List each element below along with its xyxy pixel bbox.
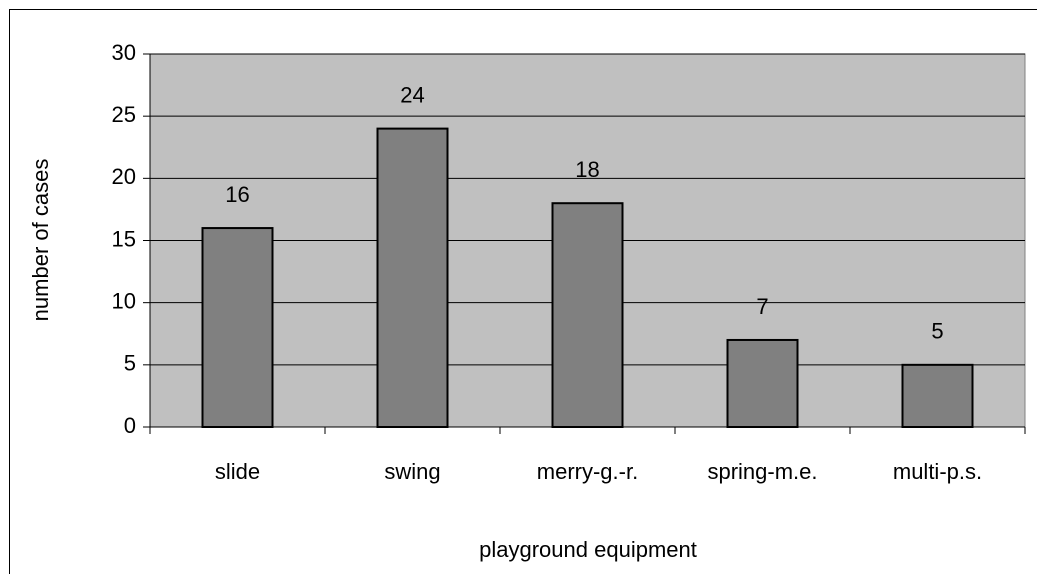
y-tick-label: 25	[112, 102, 136, 127]
y-tick-label: 10	[112, 288, 136, 313]
y-axis-title: number of cases	[28, 159, 53, 322]
bar	[201, 227, 274, 428]
data-label: 16	[225, 182, 249, 207]
data-label: 7	[756, 294, 768, 319]
x-tick-label: slide	[215, 459, 260, 484]
data-label: 18	[575, 157, 599, 182]
x-tick-label: multi-p.s.	[893, 459, 982, 484]
bar	[726, 338, 799, 429]
y-tick-label: 0	[124, 413, 136, 438]
y-tick-label: 30	[112, 40, 136, 65]
x-tick-label: merry-g.-r.	[537, 459, 638, 484]
y-tick-label: 5	[124, 351, 136, 376]
bar	[376, 127, 449, 428]
data-label: 24	[400, 82, 424, 107]
chart-frame	[9, 9, 1037, 574]
bar	[901, 363, 974, 429]
bar	[551, 202, 624, 428]
x-tick-label: swing	[384, 459, 440, 484]
data-label: 5	[931, 319, 943, 344]
x-tick-label: spring-m.e.	[707, 459, 817, 484]
x-axis-title: playground equipment	[479, 537, 697, 562]
y-tick-label: 20	[112, 164, 136, 189]
y-tick-label: 15	[112, 226, 136, 251]
